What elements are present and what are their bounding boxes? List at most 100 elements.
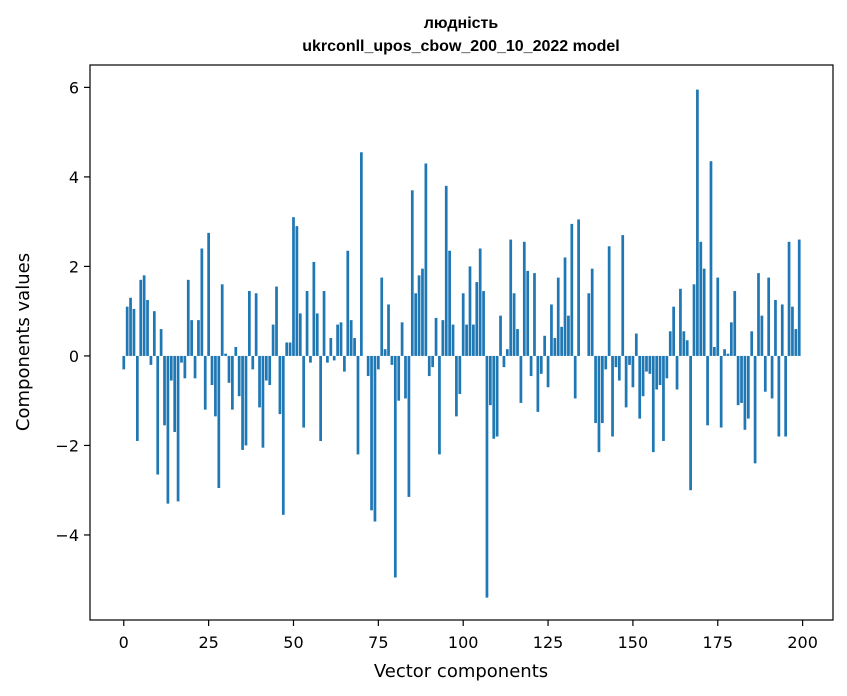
bar-42 bbox=[264, 355, 268, 381]
y-axis: −4 −2 0 2 4 6 bbox=[55, 78, 90, 545]
bar-172 bbox=[706, 355, 709, 426]
bar-114 bbox=[509, 239, 513, 356]
bar-82 bbox=[400, 322, 404, 356]
bar-0 bbox=[122, 355, 126, 370]
bar-23 bbox=[200, 248, 204, 356]
bar-1 bbox=[125, 306, 129, 356]
bar-127 bbox=[553, 338, 557, 356]
bar-148 bbox=[624, 355, 628, 408]
bar-126 bbox=[550, 304, 553, 356]
bar-38 bbox=[251, 355, 255, 370]
bar-91 bbox=[431, 355, 435, 368]
bar-16 bbox=[176, 355, 180, 502]
bar-65 bbox=[343, 355, 346, 372]
bar-96 bbox=[448, 250, 451, 356]
bar-131 bbox=[567, 315, 570, 356]
bar-40 bbox=[258, 355, 261, 408]
bar-76 bbox=[380, 277, 384, 356]
bar-183 bbox=[743, 355, 747, 430]
x-tick-label: 150 bbox=[618, 633, 649, 652]
bar-33 bbox=[234, 346, 238, 356]
x-tick-label: 0 bbox=[119, 633, 129, 652]
chart-title: людність bbox=[424, 15, 499, 32]
bar-168 bbox=[692, 284, 696, 356]
bar-5 bbox=[139, 279, 143, 356]
bar-124 bbox=[543, 335, 547, 356]
bar-175 bbox=[716, 277, 720, 356]
bar-108 bbox=[488, 355, 492, 406]
bar-52 bbox=[298, 313, 302, 356]
bar-139 bbox=[594, 355, 597, 424]
bar-49 bbox=[288, 342, 292, 356]
bar-116 bbox=[516, 329, 519, 356]
bar-97 bbox=[451, 324, 455, 356]
bar-163 bbox=[675, 355, 679, 390]
bar-143 bbox=[607, 246, 611, 356]
bar-46 bbox=[278, 355, 282, 415]
bar-104 bbox=[475, 282, 479, 356]
x-tick-label: 100 bbox=[448, 633, 479, 652]
x-tick-label: 200 bbox=[787, 633, 818, 652]
bar-121 bbox=[533, 273, 536, 356]
bar-41 bbox=[261, 355, 265, 448]
bar-102 bbox=[468, 266, 472, 356]
bar-159 bbox=[662, 355, 665, 441]
bar-89 bbox=[424, 163, 428, 356]
bar-145 bbox=[614, 355, 618, 368]
chart-subtitle: ukrconll_upos_cbow_200_10_2022 model bbox=[302, 38, 619, 55]
bar-2 bbox=[129, 297, 132, 356]
bar-197 bbox=[791, 306, 794, 356]
y-tick-label: 6 bbox=[69, 78, 79, 97]
x-axis-label: Vector components bbox=[374, 661, 548, 682]
bar-95 bbox=[444, 185, 448, 356]
bar-176 bbox=[719, 355, 723, 428]
bar-147 bbox=[621, 235, 625, 356]
bar-187 bbox=[757, 273, 760, 356]
bar-115 bbox=[512, 293, 516, 356]
bar-90 bbox=[427, 355, 431, 377]
bar-9 bbox=[152, 311, 156, 356]
bar-192 bbox=[774, 299, 777, 356]
bar-17 bbox=[180, 355, 183, 363]
bar-44 bbox=[271, 324, 275, 356]
bar-12 bbox=[163, 355, 166, 426]
y-tick-label: −4 bbox=[55, 526, 79, 545]
bar-13 bbox=[166, 355, 170, 504]
bar-88 bbox=[421, 268, 424, 356]
bar-151 bbox=[634, 333, 638, 356]
bar-193 bbox=[777, 355, 781, 437]
bar-92 bbox=[434, 317, 438, 356]
bar-125 bbox=[546, 355, 550, 388]
bar-56 bbox=[312, 261, 316, 356]
bar-134 bbox=[577, 219, 580, 356]
bar-94 bbox=[441, 320, 445, 356]
bar-132 bbox=[570, 223, 574, 356]
bar-7 bbox=[146, 299, 149, 356]
bar-11 bbox=[159, 329, 163, 356]
bar-37 bbox=[248, 291, 251, 356]
bar-62 bbox=[332, 355, 336, 361]
y-tick-label: −2 bbox=[55, 436, 79, 455]
bar-63 bbox=[336, 324, 339, 356]
bar-150 bbox=[631, 355, 635, 388]
bar-112 bbox=[502, 355, 506, 368]
bar-58 bbox=[319, 355, 322, 441]
bar-57 bbox=[315, 313, 319, 356]
bar-72 bbox=[366, 355, 370, 377]
bar-106 bbox=[482, 291, 485, 356]
bar-31 bbox=[227, 355, 231, 383]
x-tick-label: 175 bbox=[702, 633, 733, 652]
bar-30 bbox=[224, 353, 227, 356]
bar-19 bbox=[186, 279, 190, 356]
bar-3 bbox=[132, 308, 136, 356]
bar-194 bbox=[780, 304, 784, 356]
x-tick-label: 125 bbox=[533, 633, 564, 652]
x-tick-label: 50 bbox=[283, 633, 303, 652]
bar-77 bbox=[383, 349, 387, 356]
bar-130 bbox=[563, 257, 567, 356]
bar-85 bbox=[410, 190, 414, 356]
bar-161 bbox=[668, 331, 672, 356]
bar-165 bbox=[682, 331, 686, 356]
bar-50 bbox=[292, 217, 295, 356]
